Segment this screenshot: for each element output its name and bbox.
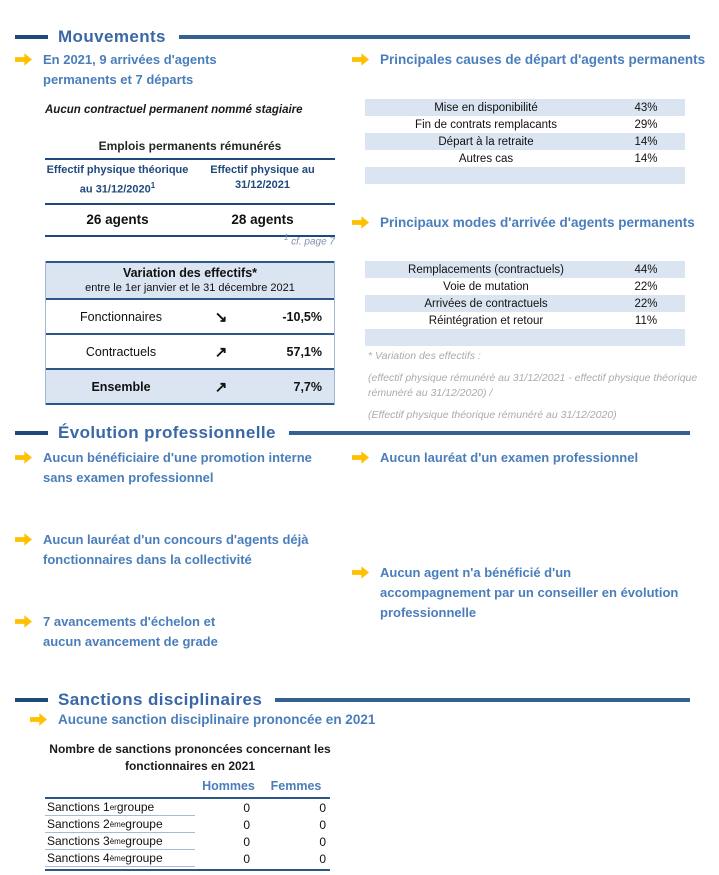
table-row-empty: [365, 167, 685, 184]
bullet-arrow-icon: [30, 713, 47, 726]
table-row: Réintégration et retour 11%: [428, 314, 658, 327]
bullet-concours: Aucun lauréat d'un concours d'agents déj…: [15, 530, 325, 570]
variation-table-header: Variation des effectifs* entre le 1er ja…: [46, 261, 334, 300]
heading-causes-depart: Principales causes de départ d'agents pe…: [352, 50, 706, 70]
col-header-femmes: Femmes: [270, 779, 322, 793]
table-row-empty: [365, 329, 685, 346]
bullet-arrow-icon: [15, 533, 32, 546]
bullet-arrivals-text: En 2021, 9 arrivées d'agents permanents …: [43, 52, 217, 87]
header-rule: [288, 431, 690, 435]
footnote-ref: 1: [150, 181, 156, 190]
modes-table: Remplacements (contractuels) 44% Voie de…: [365, 261, 685, 346]
bullet-arrow-icon: [15, 451, 32, 464]
bullet-arrow-icon: [352, 566, 369, 579]
bullet-arrow-icon: [352, 53, 369, 66]
variation-title: Variation des effectifs*: [122, 266, 258, 280]
bullet-arrow-icon: [15, 615, 32, 628]
table-row: Voie de mutation 22%: [443, 280, 658, 293]
bullet-arrow-icon: [352, 216, 369, 229]
table-row: Fin de contrats remplacants 29%: [415, 118, 658, 131]
table-row: Sanctions 4 ème groupe 0 0: [45, 851, 326, 867]
bullet-avancements: 7 avancements d'échelon et aucun avancem…: [15, 612, 325, 652]
bullet-examen-professionnel: Aucun lauréat d'un examen professionnel: [352, 448, 706, 468]
table-row: Arrivées de contractuels 22%: [365, 295, 685, 312]
table-row: Sanctions 1 er groupe 0 0: [45, 800, 326, 816]
emplois-table-title: Emplois permanents rémunérés: [98, 139, 282, 153]
section-header-evolution: Évolution professionnelle: [15, 422, 690, 444]
table-row: Mise en disponibilité 43%: [365, 99, 685, 116]
emplois-col1-header: Effectif physique théorique au 31/12/202…: [46, 164, 189, 196]
heading-modes-arrivee: Principaux modes d'arrivée d'agents perm…: [352, 213, 706, 233]
trend-down-icon: ↘: [214, 308, 228, 326]
header-rule: [275, 698, 690, 702]
table-row-total: Ensemble ↗ 7,7%: [46, 370, 334, 405]
table-row: Fonctionnaires ↘ -10,5%: [46, 300, 334, 335]
section-header-mouvements: Mouvements: [15, 26, 690, 48]
header-dash: [15, 698, 48, 702]
variation-definition-footnote: * Variation des effectifs : (effectif ph…: [368, 350, 698, 421]
trend-up-icon: ↗: [214, 378, 228, 396]
bullet-promotion-interne: Aucun bénéficiaire d'une promotion inter…: [15, 448, 325, 488]
section-title-sanctions: Sanctions disciplinaires: [58, 690, 263, 709]
cf-page-footnote: 1 cf. page 7: [283, 233, 335, 248]
bullet-arrivals: En 2021, 9 arrivées d'agents permanents …: [15, 50, 315, 90]
bullet-aucune-sanction: Aucune sanction disciplinaire prononcée …: [30, 710, 450, 730]
col-header-hommes: Hommes: [202, 779, 255, 793]
bullet-accompagnement: Aucun agent n'a bénéficié d'un accompagn…: [352, 563, 712, 623]
table-row: Sanctions 2 ème groupe 0 0: [45, 817, 326, 833]
section-title-evolution: Évolution professionnelle: [58, 423, 276, 442]
table-row: Autres cas 14%: [458, 152, 658, 165]
note-contractuel: Aucun contractuel permanent nommé stagia…: [45, 104, 303, 116]
header-dash: [15, 431, 48, 435]
emplois-table-header: Effectif physique théorique au 31/12/202…: [45, 160, 335, 205]
table-row: Sanctions 3 ème groupe 0 0: [45, 834, 326, 850]
empty-cell: [45, 779, 195, 797]
table-row: Départ à la retraite 14%: [365, 133, 685, 150]
sanctions-table-title: Nombre de sanctions prononcées concernan…: [49, 742, 331, 773]
header-rule: [178, 35, 690, 39]
emplois-col2-value: 28 agents: [231, 211, 294, 227]
sanctions-table-body: Sanctions 1 er groupe 0 0 Sanctions 2 ème …: [45, 799, 330, 871]
variation-table: Variation des effectifs* entre le 1er ja…: [45, 261, 335, 405]
table-row: Contractuels ↗ 57,1%: [46, 335, 334, 370]
sanctions-table: Hommes Femmes Sanctions 1 er groupe 0 0 S…: [45, 779, 330, 871]
header-dash: [15, 35, 48, 39]
emplois-col2-header: Effectif physique au 31/12/2021: [210, 164, 315, 191]
section-header-sanctions: Sanctions disciplinaires: [15, 689, 690, 711]
table-row: Remplacements (contractuels) 44%: [365, 261, 685, 278]
variation-subtitle: entre le 1er janvier et le 31 décembre 2…: [85, 282, 295, 294]
section-title-mouvements: Mouvements: [58, 27, 166, 46]
bullet-arrow-icon: [15, 53, 32, 66]
sanctions-table-header: Hommes Femmes: [45, 779, 330, 799]
bullet-arrow-icon: [352, 451, 369, 464]
trend-up-icon: ↗: [214, 343, 228, 361]
emplois-table: Effectif physique théorique au 31/12/202…: [45, 158, 335, 237]
causes-table: Mise en disponibilité 43% Fin de contrat…: [365, 99, 685, 184]
emplois-col1-value: 26 agents: [86, 211, 149, 227]
emplois-table-values: 26 agents 28 agents: [45, 205, 335, 235]
